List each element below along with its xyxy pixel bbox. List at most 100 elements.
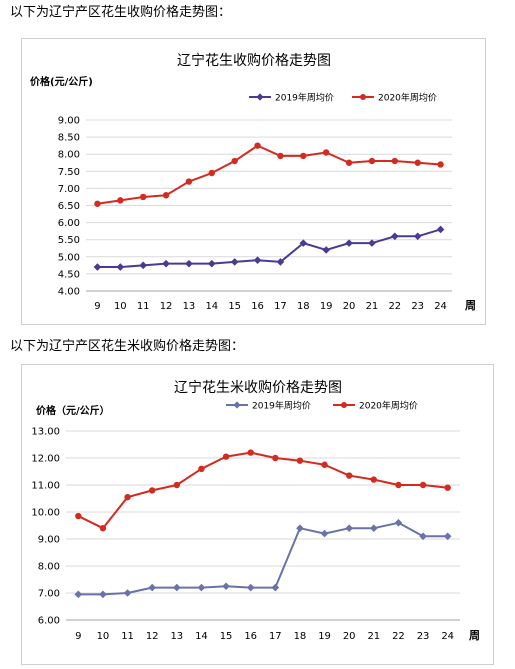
legend-label: 2019年周均价 xyxy=(252,400,311,412)
x-tick-label: 23 xyxy=(417,631,430,642)
data-point xyxy=(419,532,427,541)
x-tick-label: 12 xyxy=(146,631,159,642)
data-point xyxy=(197,583,206,592)
x-tick-label: 15 xyxy=(220,631,233,642)
data-point xyxy=(322,149,330,156)
x-tick-label: 9 xyxy=(94,301,100,312)
series-line-1 xyxy=(97,144,441,205)
y-tick-label: 4.50 xyxy=(58,269,80,280)
data-point xyxy=(419,481,427,489)
x-tick-label: 13 xyxy=(183,301,196,312)
intro-text-peanut: 以下为辽宁产区花生收购价格走势图： xyxy=(10,5,232,20)
data-point xyxy=(247,449,254,456)
x-tick-label: 18 xyxy=(294,631,307,642)
y-tick-label: 8.50 xyxy=(58,133,80,144)
y-tick-label: 10.00 xyxy=(31,508,60,519)
data-point xyxy=(276,258,285,266)
data-point xyxy=(75,512,82,520)
data-point xyxy=(370,476,378,483)
data-point xyxy=(162,259,170,268)
data-point xyxy=(345,239,353,247)
data-point xyxy=(436,225,445,234)
y-tick-label: 9.00 xyxy=(38,535,60,546)
data-point xyxy=(198,465,205,472)
y-tick-label: 4.00 xyxy=(58,287,80,298)
x-tick-label: 24 xyxy=(441,631,454,642)
x-tick-label: 14 xyxy=(205,301,218,312)
y-tick-label: 8.00 xyxy=(38,562,60,573)
x-tick-label: 17 xyxy=(269,631,282,642)
data-point xyxy=(246,583,255,592)
x-tick-label: 21 xyxy=(367,631,380,642)
x-axis-label: 周 xyxy=(465,299,476,312)
data-point xyxy=(345,472,353,479)
data-point xyxy=(296,457,304,464)
y-tick-label: 7.50 xyxy=(58,167,80,178)
data-point xyxy=(74,590,83,599)
x-tick-label: 16 xyxy=(251,301,264,312)
x-tick-label: 19 xyxy=(318,631,331,642)
data-point xyxy=(391,157,399,165)
y-tick-label: 6.50 xyxy=(58,201,80,212)
x-tick-label: 18 xyxy=(297,301,310,312)
data-point xyxy=(391,232,399,241)
intro-text-peanut-kernel: 以下为辽宁产区花生米收购价格走势图： xyxy=(10,339,245,354)
data-point xyxy=(139,261,147,270)
data-point xyxy=(300,152,307,160)
data-point xyxy=(222,453,230,460)
data-point xyxy=(253,256,262,265)
data-point xyxy=(230,258,239,266)
y-axis-label: 价格（元/公斤） xyxy=(36,404,110,417)
data-point xyxy=(185,178,193,185)
data-point xyxy=(99,525,107,532)
x-tick-label: 13 xyxy=(170,631,183,642)
data-point xyxy=(368,239,376,247)
data-point xyxy=(116,263,125,271)
data-point xyxy=(208,259,216,268)
data-point xyxy=(322,246,330,254)
data-point xyxy=(185,259,193,268)
x-tick-label: 11 xyxy=(137,301,150,312)
data-point xyxy=(370,524,378,532)
legend-marker xyxy=(341,402,347,408)
legend-marker xyxy=(256,93,264,101)
x-tick-label: 21 xyxy=(366,301,379,312)
x-tick-label: 20 xyxy=(343,301,356,312)
legend-label: 2020年周均价 xyxy=(359,400,418,412)
data-point xyxy=(208,169,216,177)
y-tick-label: 6.00 xyxy=(58,218,80,229)
data-point xyxy=(271,583,280,592)
y-tick-label: 11.00 xyxy=(31,481,60,492)
data-point xyxy=(321,461,328,468)
legend-marker xyxy=(360,94,366,100)
x-tick-label: 15 xyxy=(228,301,241,312)
series-line-1 xyxy=(77,451,448,530)
data-point xyxy=(345,159,353,166)
data-point xyxy=(231,157,238,165)
data-point xyxy=(94,200,101,207)
x-tick-label: 10 xyxy=(97,631,110,642)
x-tick-label: 19 xyxy=(320,301,333,312)
x-tick-label: 24 xyxy=(434,301,447,312)
data-point xyxy=(93,263,102,271)
y-tick-label: 9.00 xyxy=(58,116,80,127)
data-point xyxy=(222,582,230,591)
peanut-price-chart: 辽宁花生收购价格走势图 价格(元/公斤) 4.00 4.50 5.00 5.50 6.00 6… xyxy=(21,38,486,325)
series-line-0 xyxy=(97,228,441,269)
y-axis-label: 价格(元/公斤) xyxy=(30,75,93,88)
data-point xyxy=(345,524,353,532)
legend-marker xyxy=(233,401,241,409)
legend-label: 2019年周均价 xyxy=(275,92,334,104)
data-point xyxy=(173,583,181,592)
data-point xyxy=(117,197,124,204)
data-point xyxy=(162,192,170,199)
data-point xyxy=(414,159,421,166)
data-point xyxy=(272,454,279,462)
x-tick-label: 12 xyxy=(160,301,173,312)
x-axis-label: 周 xyxy=(469,629,480,642)
data-point xyxy=(99,590,107,599)
y-tick-label: 6.00 xyxy=(38,616,60,627)
data-point xyxy=(173,481,181,489)
data-point xyxy=(124,493,131,501)
